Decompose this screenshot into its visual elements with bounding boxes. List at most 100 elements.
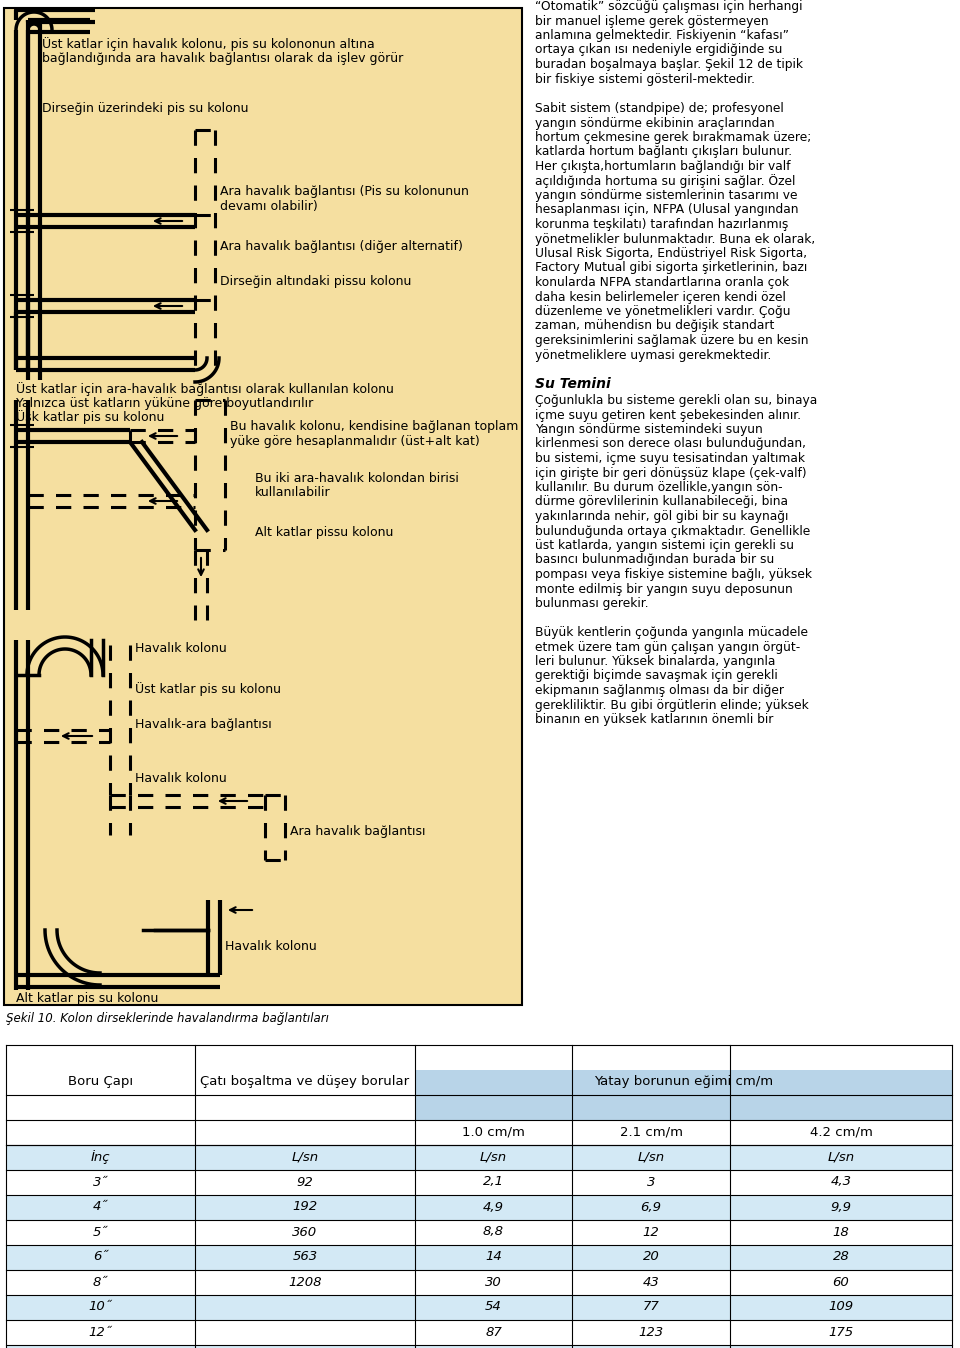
Bar [4, 8, 522, 1006]
Text: ortaya çıkan ısı nedeniyle ergidiğinde su: ortaya çıkan ısı nedeniyle ergidiğinde s… [535, 43, 782, 57]
Text: L/sn: L/sn [480, 1150, 507, 1163]
Text: 4.2 cm/m: 4.2 cm/m [809, 1126, 873, 1139]
Text: bağlandığında ara havalık bağlantısı olarak da işlev görür: bağlandığında ara havalık bağlantısı ola… [42, 53, 403, 65]
Text: 6,9: 6,9 [640, 1201, 661, 1213]
Text: 12: 12 [642, 1225, 660, 1239]
Text: basıncı bulunmadığından burada bir su: basıncı bulunmadığından burada bir su [535, 554, 775, 566]
Text: Yalnızca üst katların yüküne göre boyutlandırılır: Yalnızca üst katların yüküne göre boyutl… [16, 398, 313, 410]
Text: 8˝: 8˝ [93, 1275, 108, 1289]
Text: 360: 360 [293, 1225, 318, 1239]
Text: anlamına gelmektedir. Fiskiyenin “kafası”: anlamına gelmektedir. Fiskiyenin “kafası… [535, 30, 789, 42]
Text: 8,8: 8,8 [483, 1225, 504, 1239]
Text: 175: 175 [828, 1325, 853, 1339]
Text: Ara havalık bağlantısı (Pis su kolonunun: Ara havalık bağlantısı (Pis su kolonunun [220, 185, 468, 198]
Text: Büyük kentlerin çoğunda yangınla mücadele: Büyük kentlerin çoğunda yangınla mücadel… [535, 625, 808, 639]
Text: 2.1 cm/m: 2.1 cm/m [619, 1126, 683, 1139]
Text: 92: 92 [297, 1175, 313, 1189]
Text: 28: 28 [832, 1251, 850, 1263]
Text: leri bulunur. Yüksek binalarda, yangınla: leri bulunur. Yüksek binalarda, yangınla [535, 655, 776, 669]
Text: 1.0 cm/m: 1.0 cm/m [462, 1126, 525, 1139]
Text: bir manuel işleme gerek göstermeyen: bir manuel işleme gerek göstermeyen [535, 15, 769, 27]
Text: Havalık kolonu: Havalık kolonu [135, 642, 227, 655]
Bar [6, 1320, 952, 1345]
Text: “Otomatik” sözcüğü çalışması için herhangi: “Otomatik” sözcüğü çalışması için herhan… [535, 0, 803, 13]
Text: gerekliliktir. Bu gibi örgütlerin elinde; yüksek: gerekliliktir. Bu gibi örgütlerin elinde… [535, 698, 808, 712]
Text: buradan boşalmaya başlar. Şekil 12 de tipik: buradan boşalmaya başlar. Şekil 12 de ti… [535, 58, 803, 71]
Bar [6, 1220, 952, 1246]
Text: gerektiği biçimde savaşmak için gerekli: gerektiği biçimde savaşmak için gerekli [535, 670, 778, 682]
Text: 9,9: 9,9 [830, 1201, 852, 1213]
Text: L/sn: L/sn [292, 1150, 319, 1163]
Text: hesaplanması için, NFPA (Ulusal yangından: hesaplanması için, NFPA (Ulusal yangında… [535, 204, 799, 217]
Text: 14: 14 [485, 1251, 502, 1263]
Text: bu sistemi, içme suyu tesisatindan yaltımak: bu sistemi, içme suyu tesisatindan yaltı… [535, 452, 805, 465]
Text: kullanılır. Bu durum özellikle,yangın sön-: kullanılır. Bu durum özellikle,yangın sö… [535, 481, 782, 493]
Text: 43: 43 [642, 1275, 660, 1289]
Text: 77: 77 [642, 1301, 660, 1313]
Text: Çoğunlukla bu sisteme gerekli olan su, binaya: Çoğunlukla bu sisteme gerekli olan su, b… [535, 394, 817, 407]
Text: korunma teşkilatı) tarafından hazırlanmış: korunma teşkilatı) tarafından hazırlanmı… [535, 218, 788, 231]
Text: Bu iki ara-havalık kolondan birisi: Bu iki ara-havalık kolondan birisi [255, 472, 459, 485]
Text: açıldığında hortuma su girişini sağlar. Özel: açıldığında hortuma su girişini sağlar. … [535, 174, 796, 187]
Bar [6, 1345, 952, 1348]
Text: Alt katlar pis su kolonu: Alt katlar pis su kolonu [16, 992, 158, 1006]
Text: yangın söndürme sistemlerinin tasarımı ve: yangın söndürme sistemlerinin tasarımı v… [535, 189, 798, 202]
Text: kirlenmesi son derece olası bulunduğundan,: kirlenmesi son derece olası bulunduğunda… [535, 438, 806, 450]
Text: 5˝: 5˝ [93, 1225, 108, 1239]
Text: Yangın söndürme sistemindeki suyun: Yangın söndürme sistemindeki suyun [535, 423, 763, 435]
Text: 4˝: 4˝ [93, 1201, 108, 1213]
Text: içme suyu getiren kent şebekesinden alınır.: içme suyu getiren kent şebekesinden alın… [535, 408, 802, 422]
Text: konularda NFPA standartlarına oranla çok: konularda NFPA standartlarına oranla çok [535, 276, 789, 288]
Text: yakınlarında nehir, göl gibi bir su kaynağı: yakınlarında nehir, göl gibi bir su kayn… [535, 510, 788, 523]
Text: bir fiskiye sistemi gösteril-mektedir.: bir fiskiye sistemi gösteril-mektedir. [535, 73, 755, 85]
Text: 18: 18 [832, 1225, 850, 1239]
Text: 192: 192 [293, 1201, 318, 1213]
Bar [6, 1270, 952, 1295]
Text: kullanılabilir: kullanılabilir [255, 487, 330, 499]
Text: 123: 123 [638, 1325, 663, 1339]
Bar [6, 1295, 952, 1320]
Text: Dirseğin üzerindeki pis su kolonu: Dirseğin üzerindeki pis su kolonu [42, 102, 249, 115]
Text: katlarda hortum bağlantı çıkışları bulunur.: katlarda hortum bağlantı çıkışları bulun… [535, 146, 792, 159]
Text: Havalık kolonu: Havalık kolonu [135, 772, 227, 785]
Text: Bu havalık kolonu, kendisine bağlanan toplam: Bu havalık kolonu, kendisine bağlanan to… [230, 421, 518, 433]
Text: Havalık kolonu: Havalık kolonu [225, 940, 317, 953]
Text: Yatay borunun eğimi cm/m: Yatay borunun eğimi cm/m [594, 1076, 773, 1088]
Text: üst katlarda, yangın sistemi için gerekli su: üst katlarda, yangın sistemi için gerekl… [535, 539, 794, 551]
Text: 3˝: 3˝ [93, 1175, 108, 1189]
Text: etmek üzere tam gün çalışan yangın örgüt-: etmek üzere tam gün çalışan yangın örgüt… [535, 640, 801, 654]
Text: 20: 20 [642, 1251, 660, 1263]
Text: 2,1: 2,1 [483, 1175, 504, 1189]
Text: Ara havalık bağlantısı: Ara havalık bağlantısı [290, 825, 425, 838]
Text: Su Temini: Su Temini [535, 377, 611, 391]
Text: Alt katlar pissu kolonu: Alt katlar pissu kolonu [255, 526, 394, 539]
Text: 87: 87 [485, 1325, 502, 1339]
Text: İnç: İnç [91, 1150, 110, 1163]
Text: Factory Mutual gibi sigorta şirketlerinin, bazı: Factory Mutual gibi sigorta şirketlerini… [535, 262, 807, 275]
Text: Her çıkışta,hortumların bağlandığı bir valf: Her çıkışta,hortumların bağlandığı bir v… [535, 160, 790, 173]
Text: hortum çekmesine gerek bırakmamak üzere;: hortum çekmesine gerek bırakmamak üzere; [535, 131, 811, 144]
Text: Çatı boşaltma ve düşey borular: Çatı boşaltma ve düşey borular [201, 1076, 410, 1088]
Text: Üst katlar için havalık kolonu, pis su kolononun altına: Üst katlar için havalık kolonu, pis su k… [42, 36, 374, 51]
Text: 10˝: 10˝ [89, 1301, 112, 1313]
Text: 12˝: 12˝ [89, 1325, 112, 1339]
Text: Boru Çapı: Boru Çapı [68, 1076, 133, 1088]
Text: için girişte bir geri dönüşsüz klape (çek-valf): için girişte bir geri dönüşsüz klape (çe… [535, 466, 806, 480]
Text: Dirseğin altındaki pissu kolonu: Dirseğin altındaki pissu kolonu [220, 275, 412, 288]
Text: Havalık-ara bağlantısı: Havalık-ara bağlantısı [135, 718, 272, 731]
Bar [6, 1246, 952, 1270]
Text: Üsk katlar pis su kolonu: Üsk katlar pis su kolonu [16, 410, 164, 425]
Text: yangın söndürme ekibinin araçlarından: yangın söndürme ekibinin araçlarından [535, 116, 775, 129]
Text: 1208: 1208 [288, 1275, 322, 1289]
Text: binanın en yüksek katlarının önemli bir: binanın en yüksek katlarının önemli bir [535, 713, 774, 727]
Text: Üst katlar için ara-havalık bağlantısı olarak kullanılan kolonu: Üst katlar için ara-havalık bağlantısı o… [16, 381, 394, 396]
Text: Sabit sistem (standpipe) de; profesyonel: Sabit sistem (standpipe) de; profesyonel [535, 102, 783, 115]
Text: 109: 109 [828, 1301, 853, 1313]
Text: yönetmelikler bulunmaktadır. Buna ek olarak,: yönetmelikler bulunmaktadır. Buna ek ola… [535, 232, 815, 245]
Text: 4,3: 4,3 [830, 1175, 852, 1189]
Bar [415, 1070, 952, 1095]
Bar [6, 1144, 952, 1170]
Text: L/sn: L/sn [637, 1150, 664, 1163]
Bar [6, 1170, 952, 1194]
Text: Üst katlar pis su kolonu: Üst katlar pis su kolonu [135, 682, 281, 696]
